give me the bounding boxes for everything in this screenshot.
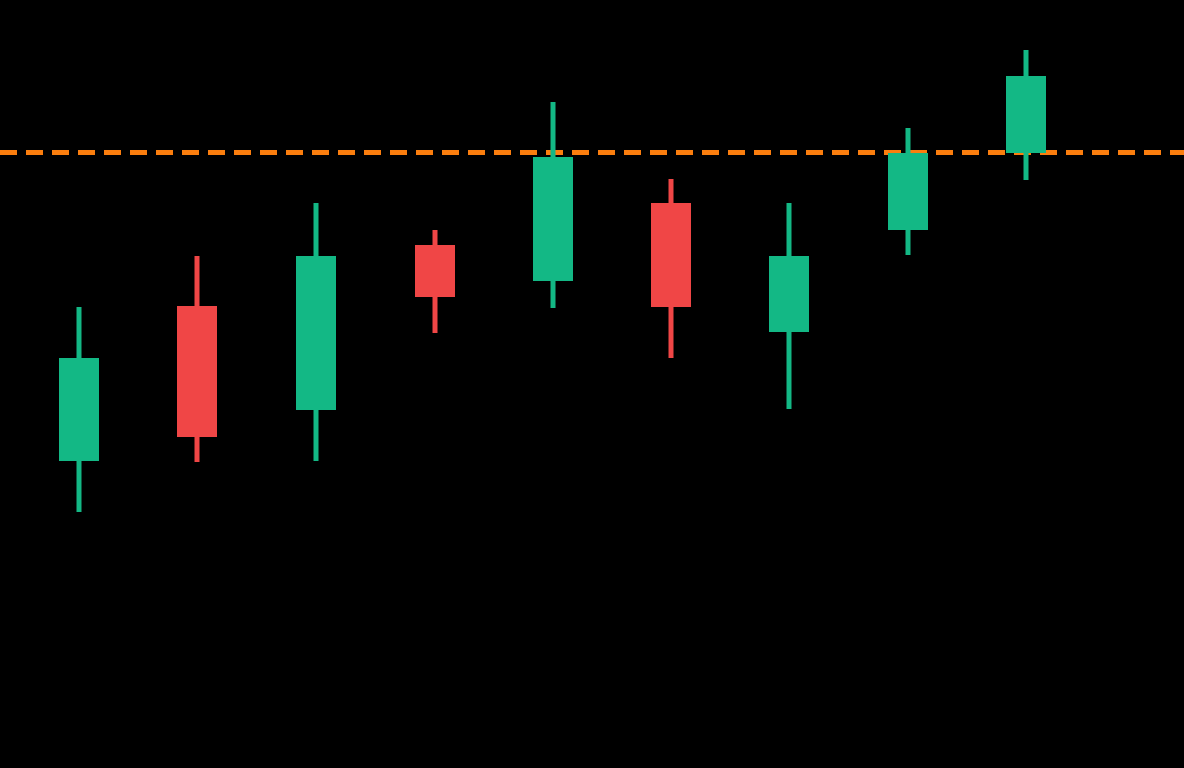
candle-body	[415, 245, 455, 297]
candle-7-up	[769, 203, 809, 409]
candle-5-up	[533, 102, 573, 308]
candle-6-down	[651, 179, 691, 358]
candle-body	[888, 153, 928, 230]
candle-body	[1006, 76, 1046, 153]
candle-2-down	[177, 256, 217, 462]
candle-9-up	[1006, 50, 1046, 180]
candle-body	[296, 256, 336, 410]
candle-body	[59, 358, 99, 461]
candle-3-up	[296, 203, 336, 461]
candle-8-up	[888, 128, 928, 255]
candle-body	[533, 157, 573, 281]
candle-body	[769, 256, 809, 332]
candle-1-up	[59, 307, 99, 512]
candle-body	[177, 306, 217, 437]
candle-body	[651, 203, 691, 307]
candle-4-down	[415, 230, 455, 333]
